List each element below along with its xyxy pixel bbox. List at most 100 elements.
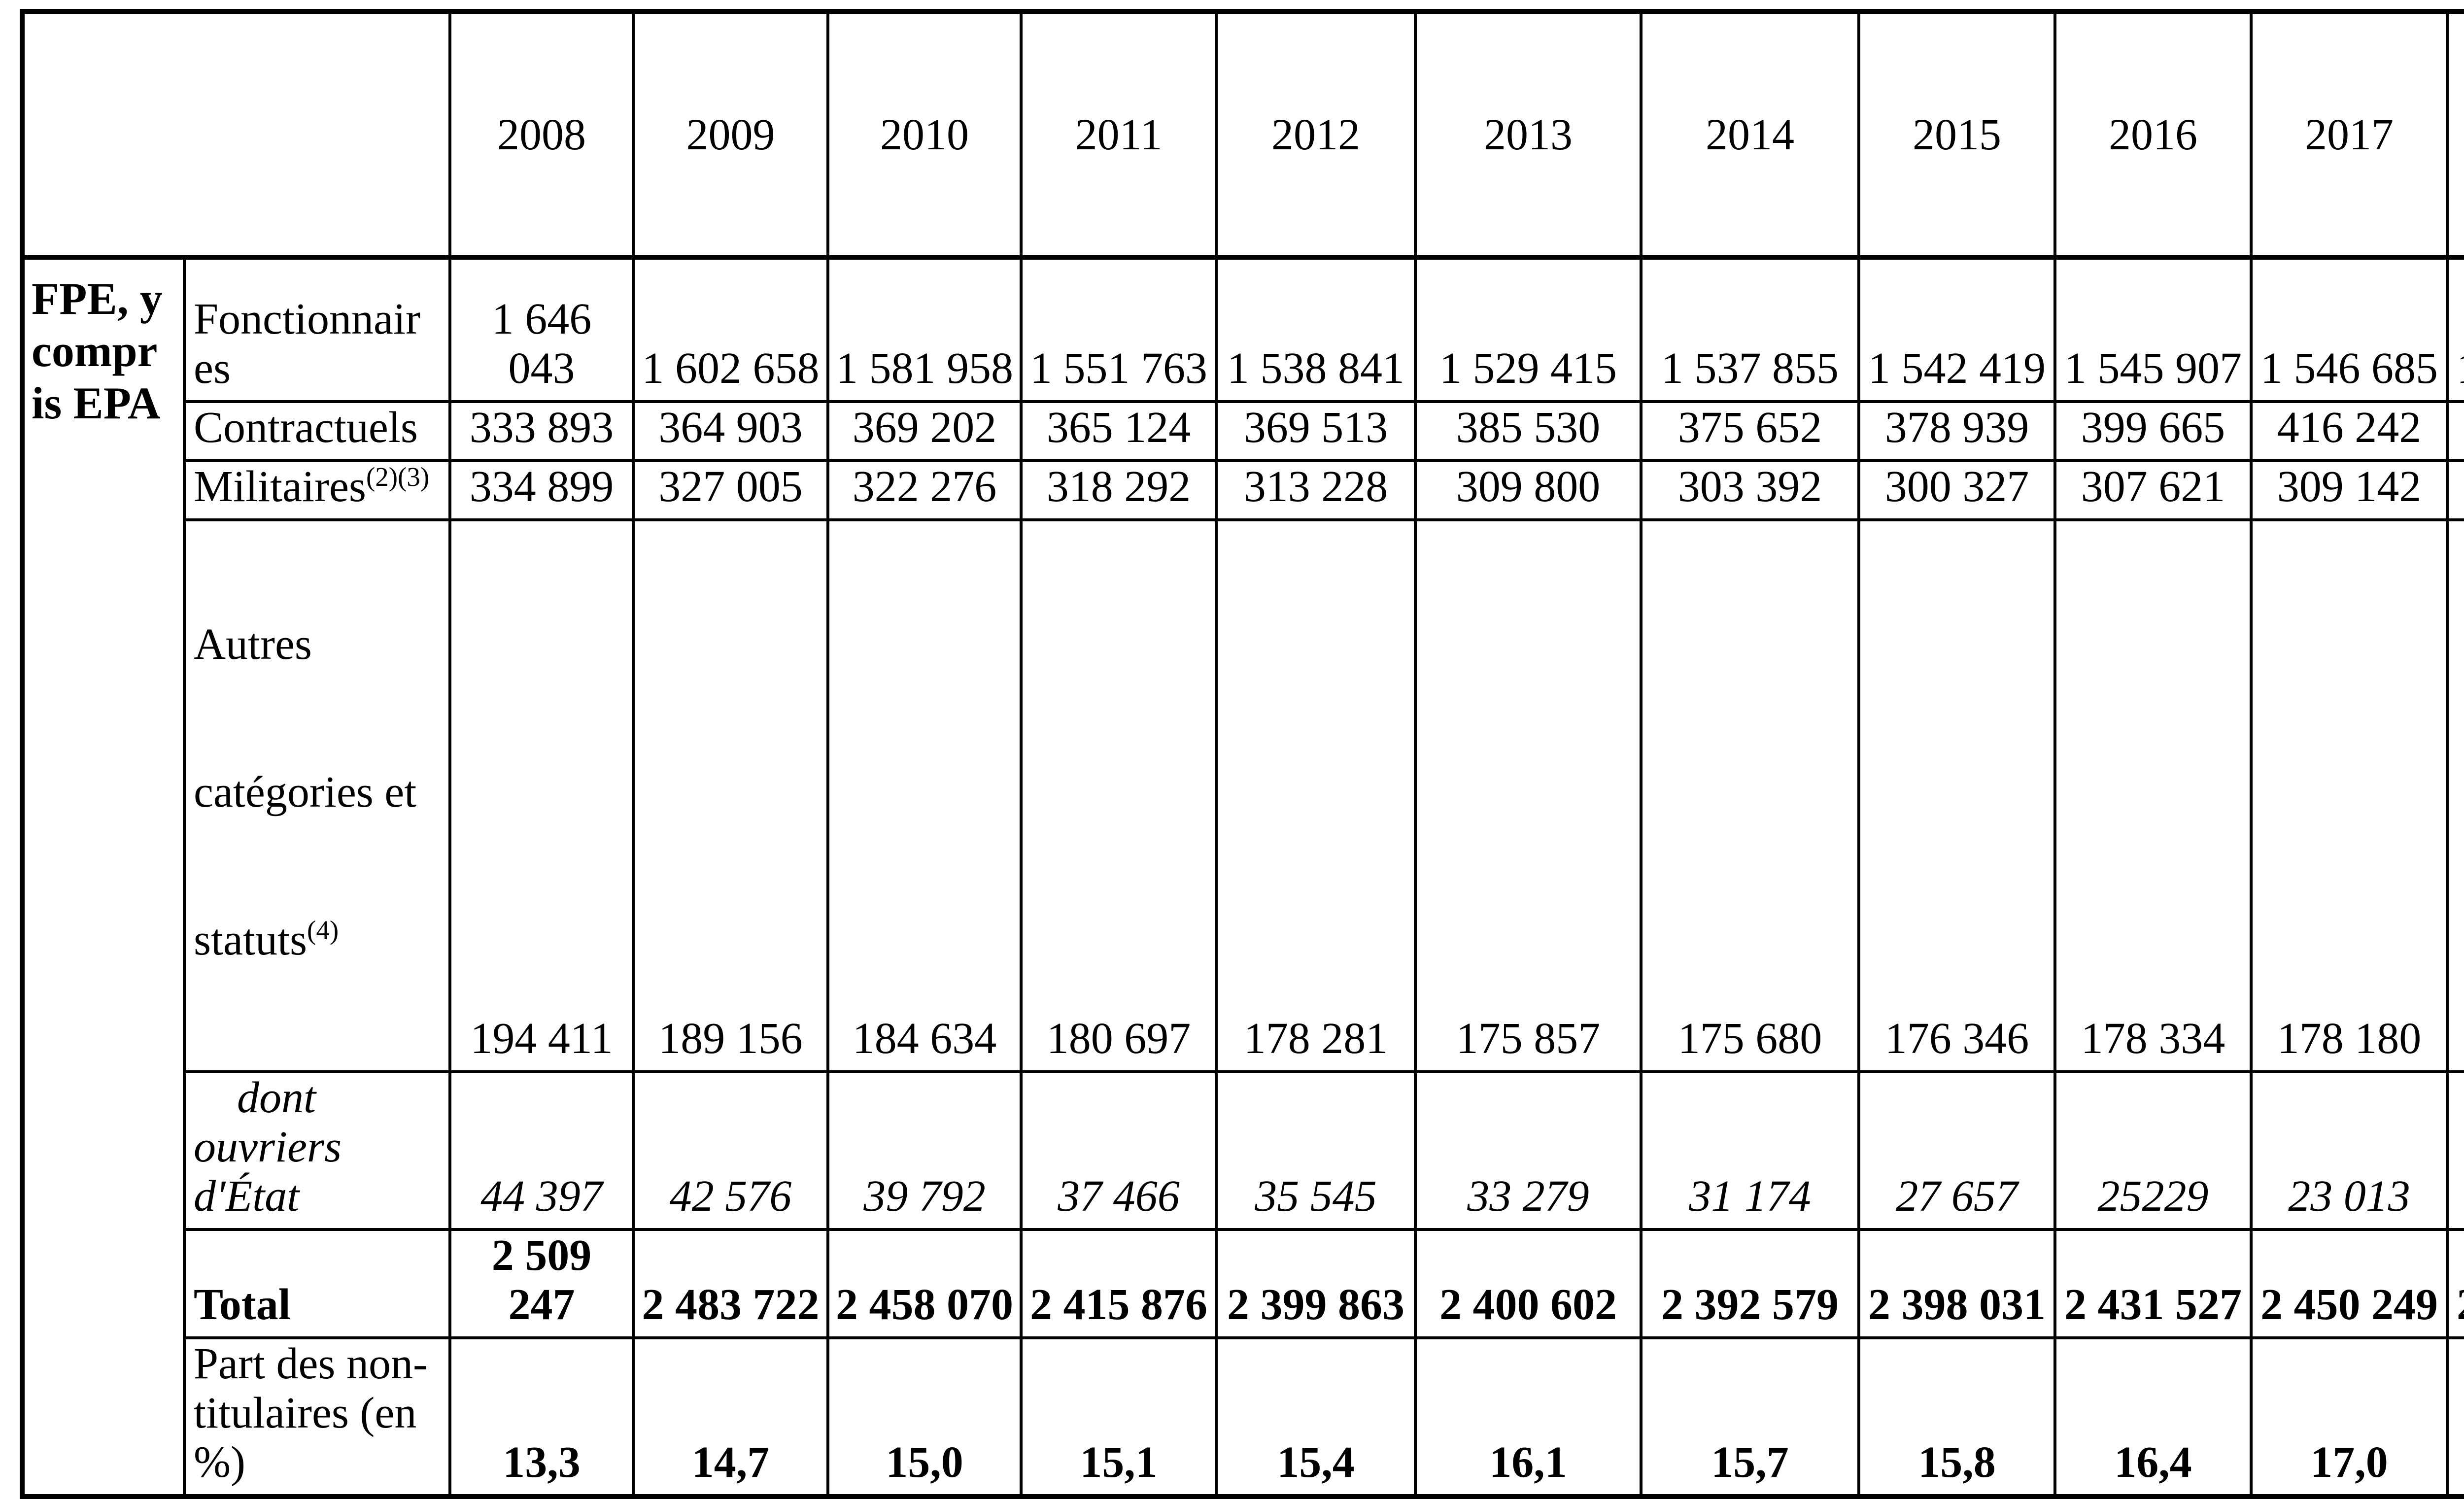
value-cell: 176 346 xyxy=(1857,518,2056,1073)
value-cell: 1 538 841 xyxy=(1215,256,1417,403)
value-cell: 37 466 xyxy=(1020,1070,1218,1231)
value-cell: 175 680 xyxy=(1640,518,1860,1073)
value-cell: 2 400 602 xyxy=(1414,1227,1643,1339)
value-cell: 1 542 419 xyxy=(1857,256,2056,403)
label-line: Autres xyxy=(194,619,312,669)
value-cell: 175 857 xyxy=(1414,518,1643,1073)
value-cell: 25229 xyxy=(2053,1070,2253,1231)
row-label-autres-categories: Autres catégories et statuts(4) xyxy=(183,518,451,1073)
label-text: Militaires xyxy=(194,462,366,511)
value-cell: 17,0 xyxy=(2250,1336,2449,1498)
value-cell: 369 202 xyxy=(826,400,1023,462)
value-cell: 13,3 xyxy=(448,1336,635,1498)
year-header-2016: 2016 xyxy=(2053,10,2253,260)
value-cell: 178 180 xyxy=(2250,518,2449,1073)
table-row-militaires: Militaires(2)(3) 334 899 327 005 322 276… xyxy=(22,459,2464,521)
value-cell: 300 327 xyxy=(1857,459,2056,521)
value-cell: 23 013 xyxy=(2250,1070,2449,1231)
row-label-part-non-titulaires: Part des non- titulaires (en %) xyxy=(183,1336,451,1498)
label-line: catégories et xyxy=(194,767,417,817)
value-cell: 385 530 xyxy=(1414,400,1643,462)
value-cell: 1 602 658 xyxy=(632,256,829,403)
value-cell: 15,0 xyxy=(826,1336,1023,1498)
value-cell: 369 513 xyxy=(1215,400,1417,462)
value-cell: 27 657 xyxy=(1857,1070,2056,1231)
value-cell: 31 174 xyxy=(1640,1070,1860,1231)
value-cell: 2 392 579 xyxy=(1640,1227,1860,1339)
value-cell: 17,8 xyxy=(2446,1336,2464,1498)
value-cell: 364 903 xyxy=(632,400,829,462)
value-cell: 15,1 xyxy=(1020,1336,1218,1498)
year-header-2018: 2018 xyxy=(2446,10,2464,260)
table-row-total: Total 2 509 247 2 483 722 2 458 070 2 41… xyxy=(22,1227,2464,1339)
value-cell: 2 509 247 xyxy=(448,1227,635,1339)
year-header-2011: 2011 xyxy=(1020,10,1218,260)
row-label-dont-ouvriers-etat: dont ouvriers d'État xyxy=(183,1070,451,1231)
value-cell: 21 859 xyxy=(2446,1070,2464,1231)
value-cell: 307 621 xyxy=(2053,459,2253,521)
year-header-2008: 2008 xyxy=(448,10,635,260)
value-cell: 399 665 xyxy=(2053,400,2253,462)
value-cell: 2 450 249 xyxy=(2250,1227,2449,1339)
value-cell: 309 142 xyxy=(2250,459,2449,521)
value-cell: 1 545 907 xyxy=(2053,256,2253,403)
value-cell: 313 228 xyxy=(1215,459,1417,521)
value-cell: 2 470 283 xyxy=(2446,1227,2464,1339)
corner-cell xyxy=(21,10,451,260)
value-cell: 16,4 xyxy=(2053,1336,2253,1498)
value-cell: 416 242 xyxy=(2250,400,2449,462)
table-row-part-non-titulaires: Part des non- titulaires (en %) 13,3 14,… xyxy=(22,1336,2464,1498)
year-header-2013: 2013 xyxy=(1414,10,1643,260)
label-line: statuts(4) xyxy=(194,916,446,965)
value-cell: 1 545 389 xyxy=(2446,256,2464,403)
value-cell: 184 634 xyxy=(826,518,1023,1073)
row-label-militaires: Militaires(2)(3) xyxy=(183,459,451,521)
group-label-fpe: FPE, y compr is EPA xyxy=(21,256,186,1498)
value-cell: 15,4 xyxy=(1215,1336,1417,1498)
value-cell: 2 399 863 xyxy=(1215,1227,1417,1339)
year-header-2009: 2009 xyxy=(632,10,829,260)
value-cell: 33 279 xyxy=(1414,1070,1643,1231)
value-cell: 378 939 xyxy=(1857,400,2056,462)
value-cell: 333 893 xyxy=(448,400,635,462)
value-cell: 35 545 xyxy=(1215,1070,1417,1231)
value-cell: 2 415 876 xyxy=(1020,1227,1218,1339)
value-cell: 44 397 xyxy=(448,1070,635,1231)
value-cell: 1 529 415 xyxy=(1414,256,1643,403)
year-header-2014: 2014 xyxy=(1640,10,1860,260)
value-cell: 322 276 xyxy=(826,459,1023,521)
value-cell: 303 392 xyxy=(1640,459,1860,521)
year-header-2015: 2015 xyxy=(1857,10,2056,260)
value-cell: 2 483 722 xyxy=(632,1227,829,1339)
value-cell: 39 792 xyxy=(826,1070,1023,1231)
value-cell: 2 431 527 xyxy=(2053,1227,2253,1339)
year-header-2010: 2010 xyxy=(826,10,1023,260)
fpe-statistics-table: 2008 2009 2010 2011 2012 2013 2014 2015 … xyxy=(20,9,2464,1499)
row-label-contractuels: Contractuels xyxy=(183,400,451,462)
row-label-total: Total xyxy=(183,1227,451,1339)
value-cell: 176 235 xyxy=(2446,518,2464,1073)
table-row-contractuels: Contractuels 333 893 364 903 369 202 365… xyxy=(22,400,2464,462)
value-cell: 308 424 xyxy=(2446,459,2464,521)
value-cell: 309 800 xyxy=(1414,459,1643,521)
value-cell: 334 899 xyxy=(448,459,635,521)
value-cell: 15,7 xyxy=(1640,1336,1860,1498)
value-cell: 178 281 xyxy=(1215,518,1417,1073)
value-cell: 318 292 xyxy=(1020,459,1218,521)
value-cell: 178 334 xyxy=(2053,518,2253,1073)
value-cell: 375 652 xyxy=(1640,400,1860,462)
value-cell: 1 546 685 xyxy=(2250,256,2449,403)
value-cell: 1 581 958 xyxy=(826,256,1023,403)
row-label-fonctionnaires: Fonctionnair es xyxy=(183,256,451,403)
value-cell: 1 537 855 xyxy=(1640,256,1860,403)
value-cell: 180 697 xyxy=(1020,518,1218,1073)
value-cell: 14,7 xyxy=(632,1336,829,1498)
table-row-fonctionnaires: FPE, y compr is EPA Fonctionnair es 1 64… xyxy=(21,256,2464,1498)
value-cell: 189 156 xyxy=(632,518,829,1073)
table-row-dont-ouvriers-etat: dont ouvriers d'État 44 397 42 576 39 79… xyxy=(22,1070,2464,1231)
value-cell: 365 124 xyxy=(1020,400,1218,462)
value-cell: 2 398 031 xyxy=(1857,1227,2056,1339)
value-cell: 1 646 043 xyxy=(448,256,635,403)
table-row-autres-categories: Autres catégories et statuts(4) 194 411 … xyxy=(22,518,2464,1073)
label-text: statuts xyxy=(194,915,308,964)
